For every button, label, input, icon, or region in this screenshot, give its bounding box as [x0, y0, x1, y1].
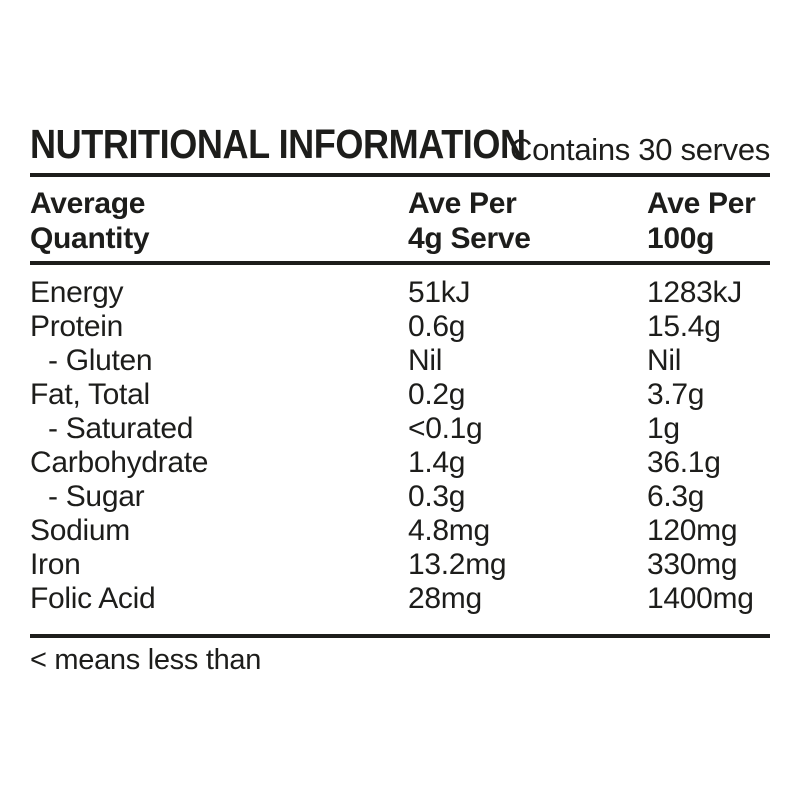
table-row: Iron 13.2mg 330mg	[30, 548, 770, 582]
value-per-100g: 36.1g	[647, 446, 721, 479]
table-row: Protein 0.6g 15.4g	[30, 310, 770, 344]
table-row: - Gluten Nil Nil	[30, 344, 770, 378]
table-row: Fat, Total 0.2g 3.7g	[30, 378, 770, 412]
column-header-line: 100g	[647, 222, 715, 255]
value-per-serve: 28mg	[408, 582, 482, 615]
nutrient-name: Folic Acid	[30, 582, 156, 615]
value-per-serve: 13.2mg	[408, 548, 507, 581]
column-header-line: Quantity	[30, 222, 150, 255]
column-header-per-serve: Ave Per 4g Serve	[408, 186, 647, 256]
column-header-line: Ave Per	[647, 187, 756, 220]
value-per-100g: 120mg	[647, 514, 738, 547]
column-header-line: 4g Serve	[408, 222, 531, 255]
value-per-serve: 1.4g	[408, 446, 466, 479]
table-row: Folic Acid 28mg 1400mg	[30, 582, 770, 616]
page-title: NUTRITIONAL INFORMATION	[30, 121, 526, 167]
divider-header	[30, 261, 770, 265]
table-row: - Sugar 0.3g 6.3g	[30, 480, 770, 514]
value-per-serve: 4.8mg	[408, 514, 490, 547]
table-row: Sodium 4.8mg 120mg	[30, 514, 770, 548]
table-column-headers: Average Quantity Ave Per 4g Serve Ave Pe…	[30, 186, 770, 256]
value-per-100g: 1283kJ	[647, 276, 742, 309]
nutrient-name: Iron	[30, 548, 81, 581]
value-per-serve: 0.3g	[408, 480, 466, 513]
nutrient-name: - Sugar	[48, 480, 145, 513]
divider-top	[30, 173, 770, 177]
value-per-100g: 1g	[647, 412, 680, 445]
nutrient-name: - Gluten	[48, 344, 153, 377]
value-per-serve: 0.2g	[408, 378, 466, 411]
column-header-line: Average	[30, 187, 146, 220]
value-per-serve: <0.1g	[408, 412, 483, 445]
label-header: NUTRITIONAL INFORMATION Contains 30 serv…	[30, 124, 770, 176]
column-header-per-100g: Ave Per 100g	[647, 186, 770, 256]
nutrient-name: Fat, Total	[30, 378, 150, 411]
value-per-100g: Nil	[647, 344, 682, 377]
column-header-line: Ave Per	[408, 187, 517, 220]
value-per-serve: 51kJ	[408, 276, 471, 309]
value-per-100g: 3.7g	[647, 378, 705, 411]
table-row: - Saturated <0.1g 1g	[30, 412, 770, 446]
footnote-less-than: < means less than	[30, 644, 262, 676]
value-per-100g: 1400mg	[647, 582, 754, 615]
nutrient-name: Energy	[30, 276, 124, 309]
nutrient-name: Carbohydrate	[30, 446, 209, 479]
value-per-100g: 15.4g	[647, 310, 721, 343]
nutrient-name: - Saturated	[48, 412, 194, 445]
divider-bottom	[30, 634, 770, 638]
nutrition-table-body: Energy 51kJ 1283kJ Protein 0.6g 15.4g - …	[30, 276, 770, 616]
column-header-average-quantity: Average Quantity	[30, 186, 408, 256]
nutrient-name: Protein	[30, 310, 123, 343]
table-row: Energy 51kJ 1283kJ	[30, 276, 770, 310]
value-per-100g: 6.3g	[647, 480, 705, 513]
value-per-serve: Nil	[408, 344, 443, 377]
table-row: Carbohydrate 1.4g 36.1g	[30, 446, 770, 480]
value-per-100g: 330mg	[647, 548, 738, 581]
serves-note: Contains 30 serves	[510, 132, 770, 167]
value-per-serve: 0.6g	[408, 310, 466, 343]
nutrient-name: Sodium	[30, 514, 130, 547]
